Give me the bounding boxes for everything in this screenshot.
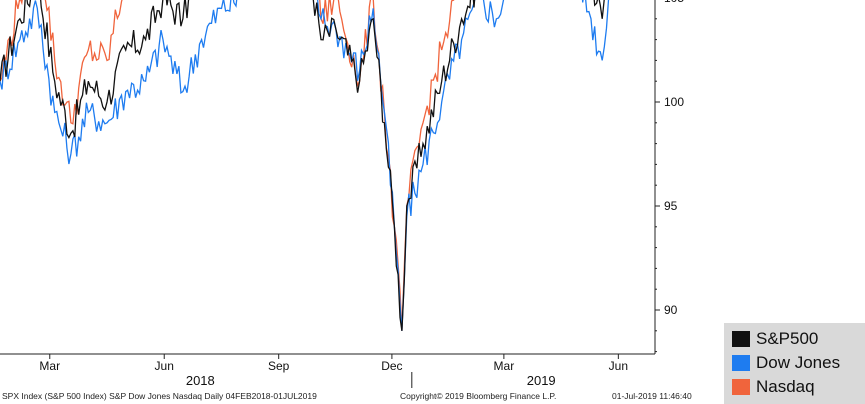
x-tick-label-3: Dec [381,359,402,373]
footer-source: SPX Index (S&P 500 Index) S&P Dow Jones … [2,391,317,401]
legend-label-nasdaq: Nasdaq [756,377,815,396]
series-line-nasdaq [0,0,455,331]
x-tick-label-4: Mar [494,359,515,373]
legend-label-dow-jones: Dow Jones [756,353,841,372]
series-layer [0,0,610,331]
axis-layer: 90 95 100 105 Mar Jun Sep Dec Mar Jun 2018 2019 [0,0,684,388]
year-label-2018: 2018 [186,373,215,388]
footer-timestamp: 01-Jul-2019 11:46:40 [612,391,692,401]
legend-label-sp500: S&P500 [756,329,819,348]
x-tick-label-5: Jun [609,359,628,373]
y-tick-label-90: 90 [664,303,678,317]
series-line-s-p500 [0,0,605,331]
series-line-dow-jones [0,0,610,331]
year-label-2019: 2019 [527,373,556,388]
legend-swatch-nasdaq [732,379,750,395]
legend-swatch-dow-jones [732,355,750,371]
y-tick-label-95: 95 [664,199,678,213]
legend: S&P500 Dow Jones Nasdaq [724,323,865,404]
legend-swatch-sp500 [732,331,750,347]
footer-copyright: Copyright© 2019 Bloomberg Finance L.P. [400,391,556,401]
x-tick-label-1: Jun [155,359,174,373]
legend-item-nasdaq: Nasdaq [732,375,865,399]
legend-item-dow-jones: Dow Jones [732,351,865,375]
y-tick-label-100: 100 [664,95,684,109]
x-tick-label-2: Sep [268,359,290,373]
legend-item-sp500: S&P500 [732,327,865,351]
x-tick-label-0: Mar [39,359,60,373]
y-tick-label-105: 105 [664,0,684,5]
